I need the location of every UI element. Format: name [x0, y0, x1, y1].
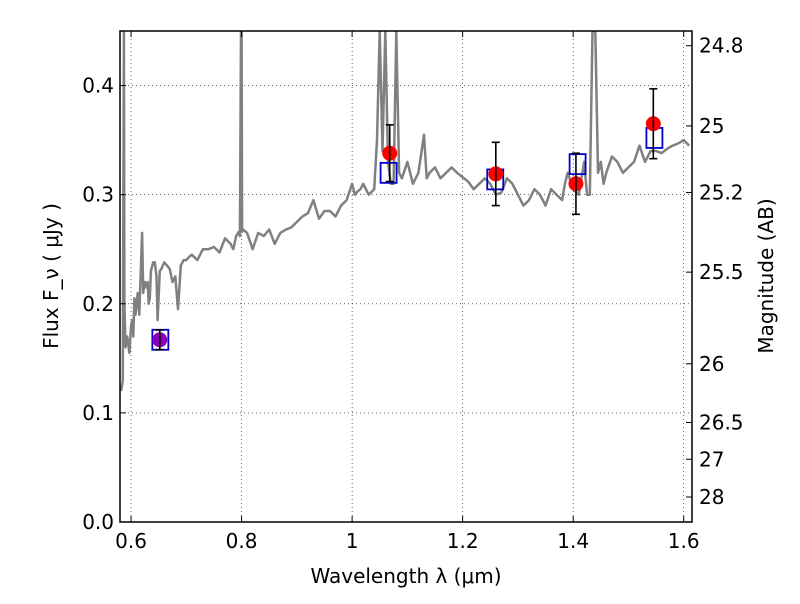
- y2-axis-label: Magnitude (AB): [754, 198, 778, 353]
- model-photometry-box: [379, 161, 398, 184]
- x-tick-label: 1: [346, 529, 359, 553]
- mag-tick-label: 25.2: [699, 180, 744, 204]
- x-tick-label: 1.6: [668, 529, 700, 553]
- model-spectrum-layer: [120, 31, 691, 392]
- plot-frame: [119, 30, 693, 523]
- x-tick-label: 0.6: [115, 529, 147, 553]
- mag-tick-label: 26.5: [699, 410, 744, 434]
- y-tick-label: 0.2: [82, 292, 114, 316]
- y-tick-label: 0.0: [82, 510, 114, 534]
- mag-tick-label: 28: [699, 485, 724, 509]
- mag-tick-label: 26: [699, 352, 724, 376]
- x-axis-label: Wavelength λ (μm): [310, 564, 501, 588]
- y-axis-label: Flux F_ν ( μJy ): [39, 203, 63, 349]
- photometry-points-layer: [151, 88, 664, 351]
- model-photometry-box: [568, 153, 587, 176]
- x-tick-label: 1.2: [447, 529, 479, 553]
- x-tick-label: 1.4: [557, 529, 589, 553]
- model-spectrum-line: [120, 31, 691, 392]
- axis-ticks: 0.6 0.8 1 1.2 1.4 1.6 0.0 0.1 0.2 0.3 0.4 24.8 25 25.…: [82, 31, 744, 553]
- x-tick-label: 0.8: [226, 529, 258, 553]
- y-tick-label: 0.4: [82, 74, 114, 98]
- grid-lines: [120, 31, 692, 522]
- mag-tick-label: 25.5: [699, 260, 744, 284]
- y-tick-label: 0.3: [82, 183, 114, 207]
- mag-tick-label: 25: [699, 114, 724, 138]
- y-tick-label: 0.1: [82, 401, 114, 425]
- mag-tick-label: 27: [699, 447, 724, 471]
- mag-tick-label: 24.8: [699, 34, 744, 58]
